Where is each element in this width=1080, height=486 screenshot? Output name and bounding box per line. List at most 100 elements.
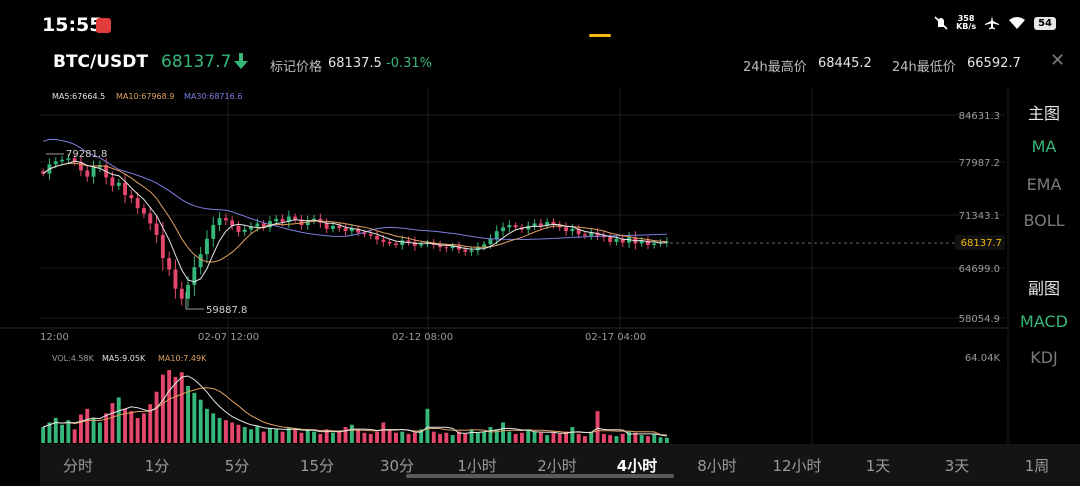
ma5-legend: MA5:67664.5 [52,92,105,101]
candle-body [412,241,417,246]
volume-bar [255,425,260,443]
current-price-tag [955,235,1005,250]
ma5-line [42,160,667,283]
volume-bar [387,429,392,443]
last-price: 68137.7 [161,52,232,72]
candle-body [513,225,518,228]
time-tick: 02-17 04:00 [585,332,646,343]
trading-pair[interactable]: BTC/USDT [53,52,148,72]
volume-bar [519,432,524,443]
volume-ma10-line [42,387,667,436]
timeframe-4h[interactable]: 4小时 [616,457,658,475]
volume-bar [645,436,650,443]
volume-bar [330,432,335,443]
timeframe-12h[interactable]: 12小时 [772,457,822,475]
volume-bar [469,429,474,443]
timeframe-30m[interactable]: 30分 [379,457,415,475]
wifi-icon [1009,17,1026,29]
app-notification-icon [96,18,111,33]
candle-body [186,284,191,299]
volume-bar [343,427,348,443]
indicator-macd[interactable]: MACD [1020,312,1068,331]
volume-bar [217,417,222,443]
volume-bar [135,417,140,443]
volume-bar [186,386,191,443]
candle-body [387,241,392,244]
timeframe-1w[interactable]: 1周 [1024,457,1050,475]
volume-bar [192,392,197,443]
timeframe-8h[interactable]: 8小时 [697,457,737,475]
volume-bar [633,432,638,443]
volume-bar [148,404,153,443]
volume-bar [601,433,606,443]
volume-bar [349,424,354,443]
volume-bar [375,431,380,443]
volume-bar [564,431,569,443]
chart-grid [0,88,1010,444]
timeframe-5m[interactable]: 5分 [224,457,250,475]
candle-body [469,250,474,252]
candle-body [223,218,228,221]
indicator-ema[interactable]: EMA [1026,175,1062,194]
sub-indicator-heading: 副图 [1027,279,1060,298]
candle-body [368,234,373,236]
volume-bar [570,427,575,443]
candle-body [78,162,83,171]
volume-bar [41,427,46,443]
timeframe-line[interactable]: 分时 [62,457,94,475]
mark-price-value: 68137.5 [328,56,382,71]
time-tick: 02-07 12:00 [198,332,259,343]
indicator-boll[interactable]: BOLL [1023,211,1065,230]
timeframe-2h[interactable]: 2小时 [537,457,577,475]
high-price-marker: 79281.8 [66,149,107,160]
volume-bar [538,432,543,443]
candle-body [582,234,587,236]
indicator-ma[interactable]: MA [1031,137,1057,156]
volume-bar [173,376,178,443]
volume-bar [179,372,184,443]
volume-bar [167,370,172,443]
volume-bar [419,429,424,443]
volume-bar [267,428,272,443]
candle-body [400,240,405,245]
candle-body [286,216,291,222]
close-icon[interactable]: ✕ [1050,50,1066,71]
candle-body [280,218,285,222]
candle-body [570,228,575,232]
timeframe-15m[interactable]: 15分 [299,457,335,475]
candle-body [601,235,606,238]
volume-bar [463,433,468,443]
candle-body [330,225,335,229]
volume-bar [412,432,417,443]
time-tick: 12:00 [40,332,69,343]
high-24h-value: 68445.2 [818,56,872,71]
volume-bar [116,397,121,443]
candle-body [211,225,216,239]
timeframe-1d[interactable]: 1天 [865,457,891,475]
indicator-kdj[interactable]: KDJ [1030,348,1058,367]
price-tick: 64699.0 [959,264,1000,275]
volume-ma-lines [42,375,667,437]
candle-body [488,238,493,245]
timeframe-1m[interactable]: 1分 [144,457,170,475]
active-timeframe-indicator [589,34,611,37]
volume-bar [78,414,83,443]
kline-chart[interactable]: MA5:67664.5 MA10:67968.9 MA30:68716.6 84… [0,88,1080,444]
candle-body [526,225,531,230]
candle-body [444,247,449,249]
volume-bar [406,433,411,443]
candle-body [198,254,203,268]
candle-body [123,182,128,196]
home-indicator[interactable] [406,474,674,478]
volume-bar [356,429,361,443]
candle-body [551,221,556,226]
volume-bar [242,427,247,443]
timeframe-1h[interactable]: 1小时 [457,457,497,475]
ma10-line [42,162,667,263]
timeframe-3d[interactable]: 3天 [944,457,970,475]
volume-bar [494,429,499,443]
status-time: 15:55 [42,14,103,36]
candle-body [299,219,304,226]
volume-bar [507,431,512,443]
candle-body [110,177,115,186]
